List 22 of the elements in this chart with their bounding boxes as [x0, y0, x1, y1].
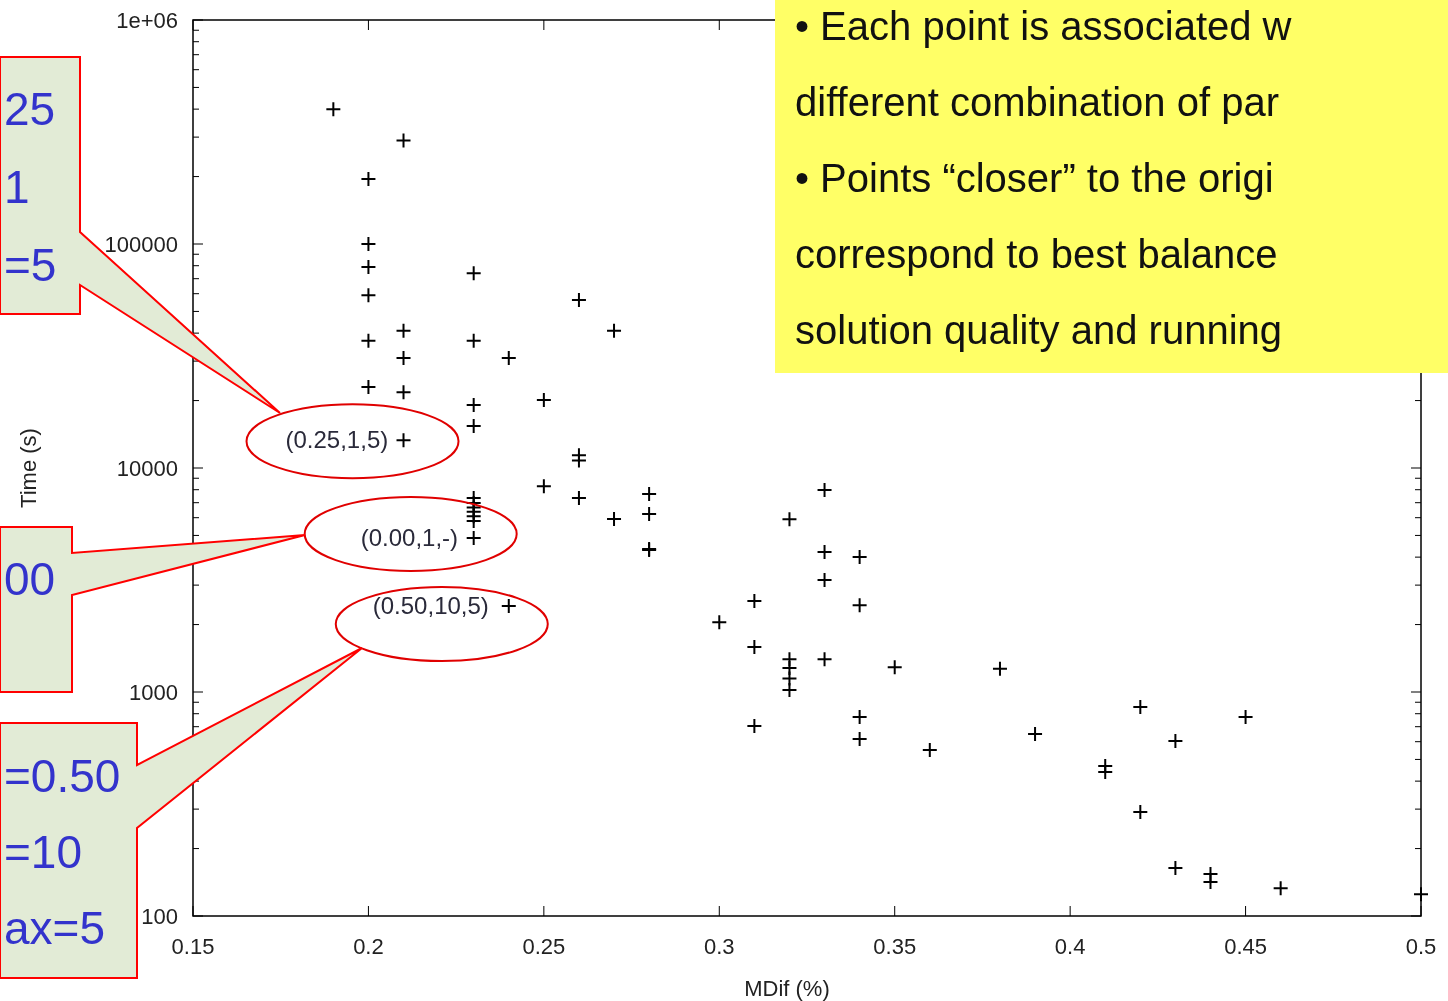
x-tick-label: 0.5 [1405, 934, 1437, 959]
text: 00 [4, 553, 56, 605]
x-tick-label: 0.2 [353, 934, 384, 959]
x-tick-label: 0.4 [1054, 934, 1086, 959]
x-tick-label: 0.15 [171, 934, 215, 959]
annotation: • Each point is associated w different combination of par • Points “closer” to the origi correspond to best balance solution quality and running [795, 4, 1292, 352]
y-tick-label: 100 [141, 904, 178, 929]
annotation: (0.50,10,5) [372, 592, 489, 620]
annotation: (0.25,1,5) [285, 426, 389, 454]
x-axis-title: MDif (%) [744, 976, 830, 1001]
text: =0.50 =10 ax=5 [4, 750, 121, 954]
y-tick-label: 10000 [116, 456, 178, 481]
y-tick-label: 100000 [104, 232, 178, 257]
text: 25 1 =5 [4, 83, 57, 291]
x-tick-label: 0.25 [522, 934, 566, 959]
x-tick-label: 0.45 [1224, 934, 1267, 959]
x-tick-label: 0.35 [873, 934, 917, 959]
y-axis-title: Time (s) [16, 428, 41, 508]
y-tick-label: 1e+06 [116, 8, 178, 33]
y-tick-label: 1000 [129, 680, 178, 705]
x-tick-label: 0.3 [703, 934, 735, 959]
annotation: (0.00,1,-) [360, 523, 459, 551]
